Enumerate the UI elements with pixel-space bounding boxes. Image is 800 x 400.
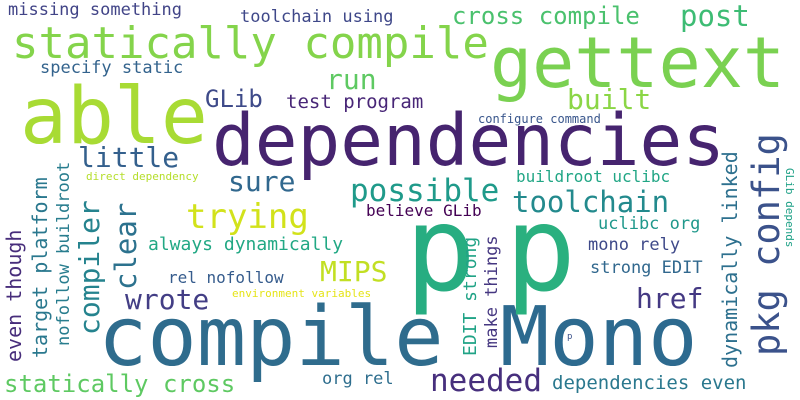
cloud-word-believe-glib: believe GLib [366,201,482,220]
cloud-word-buildroot-uclibc: buildroot uclibc [516,167,671,186]
cloud-word-clear: clear [109,202,143,290]
cloud-word-always-dynamically: always dynamically [148,234,344,255]
cloud-word-pkg-config: pkg config [745,133,788,356]
cloud-word-statically-cross: statically cross [4,370,236,398]
cloud-word-dependencies: dependencies [212,99,725,182]
cloud-word-toolchain: toolchain [512,185,670,219]
cloud-word-toolchain-using: toolchain using [240,7,394,27]
cloud-word-even-though: even though [2,229,26,362]
cloud-word-configure-command: configure command [478,112,601,126]
cloud-word-environment-variables: environment variables [232,287,372,300]
cloud-word-trying: trying [186,197,309,237]
cloud-word-target-platform: target platform [28,177,52,358]
cloud-word-glib-depends: GLib depends [783,168,796,248]
cloud-word-wrote: wrote [125,283,210,316]
cloud-word-mono-rely: mono rely [588,235,681,255]
cloud-word-make-things: make things [482,235,502,348]
cloud-word-built: built [567,83,652,116]
cloud-word-test-program: test program [286,91,424,113]
cloud-word-sure: sure [228,165,296,198]
cloud-word-specify-static: specify static [40,58,184,78]
cloud-word-strong-edit: strong EDIT [590,258,703,278]
cloud-word-dependencies-even: dependencies even [552,372,747,394]
cloud-word-compiler: compiler [73,200,106,335]
cloud-word-p-2: p [505,180,577,318]
cloud-word-href: href [636,282,704,315]
cloud-word-post: post [680,0,750,33]
cloud-word-gettext: gettext [490,22,786,104]
cloud-word-statically-compile: statically compile [12,18,489,69]
cloud-word-able: able [20,72,208,162]
cloud-word-p-small: p [567,332,573,342]
cloud-word-run: run [326,63,377,96]
cloud-word-cross-compile: cross compile [452,2,640,30]
cloud-word-mono: Mono [500,290,698,385]
cloud-word-direct-dependency: direct dependency [86,170,199,183]
cloud-word-nofollow-buildroot: nofollow buildroot [54,161,74,346]
cloud-word-mips: MIPS [320,255,388,288]
cloud-word-dynamically-linked: dynamically linked [718,151,742,368]
cloud-word-org-rel: org rel [322,369,394,389]
cloud-word-uclibc-org: uclibc org [598,214,701,234]
cloud-word-little: little [78,141,180,174]
cloud-word-glib: GLib [205,85,263,113]
cloud-word-rel-nofollow: rel nofollow [168,268,284,287]
cloud-word-missing-something: missing something [8,0,182,20]
cloud-word-p-1: p [405,180,477,318]
cloud-word-edit-strong: EDIT strong [460,236,481,356]
cloud-word-possible: possible [350,173,500,209]
cloud-word-needed: needed [430,363,542,399]
cloud-word-compile: compile [98,290,444,385]
